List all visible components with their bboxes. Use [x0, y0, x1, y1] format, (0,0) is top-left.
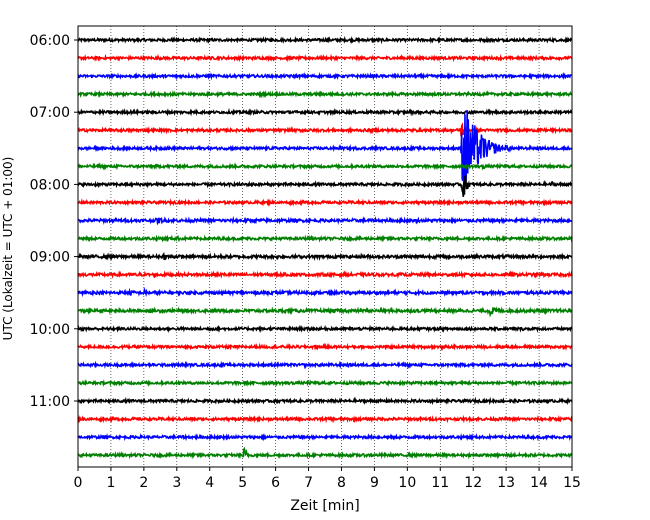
trace-0745 [77, 161, 573, 171]
plot-frame [77, 25, 573, 468]
y-tick-label: 07:00 [30, 105, 70, 121]
y-tick-label: 10:00 [30, 322, 70, 338]
trace-0715 [77, 122, 573, 137]
x-tick-label: 13 [497, 475, 515, 491]
x-tick-label: 1 [106, 475, 115, 491]
trace-1015 [77, 342, 573, 352]
trace-0700 [77, 107, 573, 117]
trace-0730 [77, 110, 573, 188]
trace-0930 [77, 286, 573, 298]
x-tick-label: 2 [139, 475, 148, 491]
trace-0615 [77, 53, 573, 63]
x-tick-label: 14 [530, 475, 548, 491]
x-tick-label: 9 [370, 475, 379, 491]
x-tick-label: 3 [172, 475, 181, 491]
trace-1115 [77, 414, 573, 424]
trace-1130 [77, 432, 573, 442]
x-tick-label: 0 [74, 475, 83, 491]
trace-1045 [77, 378, 573, 388]
x-tick-label: 11 [431, 475, 449, 491]
y-axis-ticks: 06:00 07:00 08:00 09:00 10:00 11:00 [30, 33, 78, 410]
trace-0645 [77, 89, 573, 99]
x-axis-label: Zeit [min] [290, 498, 359, 514]
trace-1145 [77, 446, 573, 460]
trace-0600 [77, 35, 573, 45]
trace-0945 [77, 306, 573, 318]
x-tick-label: 5 [238, 475, 247, 491]
y-tick-label: 11:00 [30, 394, 70, 410]
trace-0900 [77, 251, 573, 262]
trace-0800 [77, 174, 573, 197]
x-tick-label: 15 [563, 475, 581, 491]
trace-0845 [77, 234, 573, 243]
trace-1000 [77, 324, 573, 334]
trace-1030 [77, 360, 573, 370]
x-tick-label: 12 [464, 475, 482, 491]
trace-1100 [77, 396, 573, 406]
x-tick-label: 4 [205, 475, 214, 491]
trace-0815 [77, 198, 573, 207]
y-axis-label: UTC (Lokalzeit = UTC + 01:00) [1, 157, 15, 341]
x-tick-label: 10 [398, 475, 416, 491]
trace-0830 [77, 215, 573, 226]
trace-0630 [77, 71, 573, 81]
x-axis-ticks: 0 1 2 3 4 5 6 7 8 9 10 11 12 13 14 15 [74, 467, 581, 491]
x-tick-label: 7 [304, 475, 313, 491]
y-tick-label: 08:00 [30, 177, 70, 193]
x-tick-label: 6 [271, 475, 280, 491]
seismic-traces [77, 35, 573, 460]
y-tick-label: 09:00 [30, 250, 70, 266]
trace-0915 [77, 270, 573, 279]
y-tick-label: 06:00 [30, 33, 70, 49]
x-tick-label: 8 [337, 475, 346, 491]
